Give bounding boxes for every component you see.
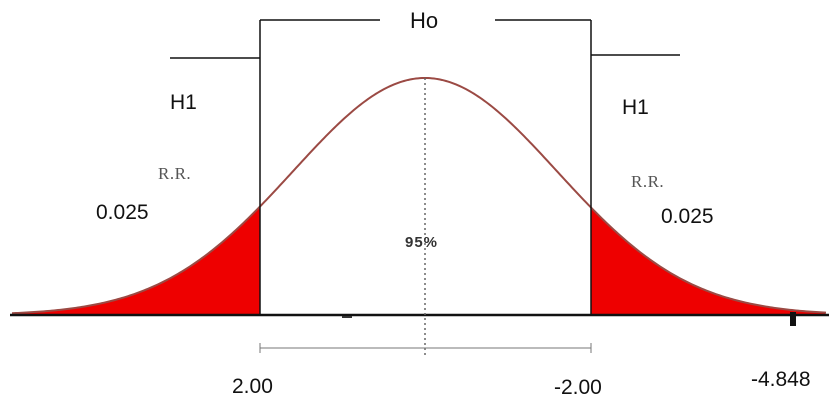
left-rejection-region (12, 206, 260, 315)
h1-right-label: H1 (622, 96, 649, 119)
h1-left-label: H1 (170, 91, 197, 114)
test-statistic-value: -4.848 (751, 368, 811, 391)
rejection-region-right-label: R.R. (631, 172, 665, 191)
alpha-right-label: 0.025 (661, 205, 714, 228)
center-percent-label: 95% (405, 234, 439, 251)
test-statistic-marker (790, 312, 796, 326)
rejection-region-left-label: R.R. (158, 164, 192, 183)
alpha-left-label: 0.025 (96, 201, 149, 224)
right-rejection-region (591, 207, 826, 315)
critical-value-right: -2.00 (554, 376, 602, 399)
ho-label: Ho (410, 8, 439, 33)
bell-curve (11, 77, 827, 315)
critical-value-left: 2.00 (232, 375, 273, 398)
